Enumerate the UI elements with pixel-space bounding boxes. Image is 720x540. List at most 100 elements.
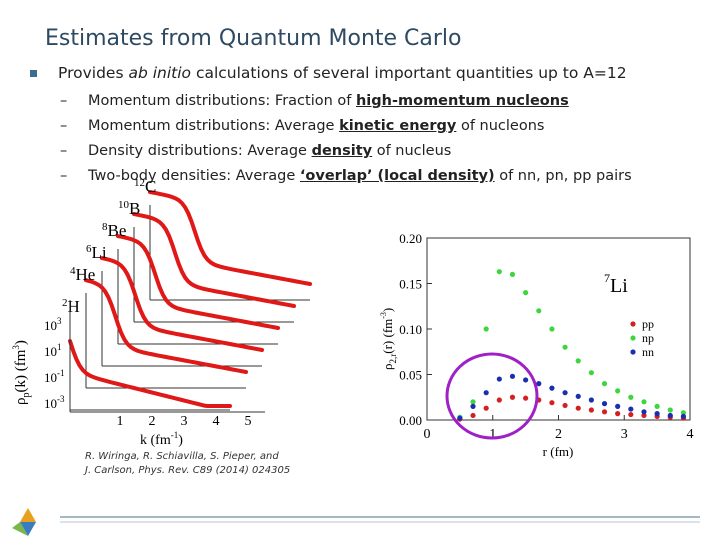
momentum-curve bbox=[68, 339, 232, 408]
sub-item: Momentum distributions: Fraction of high… bbox=[88, 93, 569, 109]
data-point bbox=[641, 409, 647, 415]
data-point bbox=[654, 403, 660, 409]
text-run: (r) (fm bbox=[380, 319, 395, 354]
data-point bbox=[680, 410, 687, 416]
text-run: of nucleus bbox=[372, 143, 452, 159]
text-run: 10 bbox=[118, 199, 130, 211]
data-point bbox=[641, 412, 647, 419]
data-point bbox=[496, 376, 502, 382]
text-run: 10 bbox=[44, 318, 57, 333]
footer bbox=[12, 508, 700, 536]
text-run: calculations of several important quanti… bbox=[191, 64, 627, 82]
text-run: 4 bbox=[70, 265, 76, 277]
text-run: Momentum distributions: Fraction of bbox=[88, 93, 356, 109]
legend-marker bbox=[630, 321, 636, 327]
nucleus-label: 8Be bbox=[102, 221, 126, 240]
sub-item: Density distributions: Average density o… bbox=[88, 143, 451, 159]
text-run: 3 bbox=[57, 316, 62, 326]
data-point bbox=[470, 399, 476, 405]
text-run: 10 bbox=[44, 396, 57, 411]
text-run: 10 bbox=[44, 370, 57, 385]
data-point bbox=[496, 397, 502, 403]
data-point bbox=[575, 393, 581, 399]
text-run: ) bbox=[178, 433, 183, 448]
y-tick-label: 0.00 bbox=[399, 413, 422, 428]
y-tick-label: 0.20 bbox=[399, 231, 422, 246]
text-run: high-momentum nucleons bbox=[355, 93, 569, 109]
momentum-curve bbox=[100, 256, 264, 352]
data-point bbox=[562, 344, 568, 350]
data-point bbox=[496, 269, 502, 275]
text-run: C bbox=[145, 177, 156, 196]
data-point bbox=[549, 326, 555, 332]
text-run: kinetic energy bbox=[339, 118, 457, 134]
y-tick-label: 0.05 bbox=[399, 368, 422, 383]
legend-label: nn bbox=[642, 345, 654, 359]
legend-marker bbox=[630, 335, 636, 341]
text-run: Momentum distributions: Average bbox=[88, 118, 340, 134]
nucleus-label: 12C bbox=[134, 177, 156, 196]
text-run: 2,r bbox=[388, 354, 398, 364]
text-run: H bbox=[68, 297, 80, 316]
y-tick-label: 101 bbox=[44, 342, 62, 359]
data-point bbox=[536, 381, 542, 387]
bullet-text: Provides ab initio calculations of sever… bbox=[58, 64, 627, 82]
x-tick-label: 1 bbox=[117, 414, 124, 429]
text-run: ) bbox=[13, 340, 29, 345]
text-run: Provides bbox=[58, 64, 129, 82]
text-run: ‘overlap’ (local density) bbox=[299, 168, 495, 184]
data-point bbox=[654, 411, 660, 417]
momentum-curve bbox=[84, 278, 248, 374]
text-run: ρ bbox=[13, 398, 29, 406]
bullet-marker bbox=[30, 70, 37, 77]
data-point bbox=[549, 400, 555, 406]
data-point bbox=[588, 397, 594, 403]
data-point bbox=[483, 390, 489, 396]
text-run: 6 bbox=[86, 243, 92, 255]
text-run: J. Carlson, Phys. Rev. C89 (2014) 024305 bbox=[85, 465, 291, 476]
citation: R. Wiringa, R. Schiavilla, S. Pieper, an… bbox=[85, 450, 290, 478]
dash: – bbox=[60, 93, 68, 109]
text-run: -3 bbox=[57, 394, 65, 404]
legend-label: pp bbox=[642, 317, 654, 331]
nucleus-label: 7Li bbox=[604, 271, 628, 297]
data-point bbox=[509, 373, 516, 379]
sub-item: Momentum distributions: Average kinetic … bbox=[88, 118, 544, 134]
text-run: p bbox=[21, 393, 32, 398]
data-point bbox=[615, 411, 621, 417]
y-tick-label: 0.15 bbox=[399, 277, 422, 292]
momentum-curve bbox=[116, 234, 280, 330]
nucleus-label: 2H bbox=[62, 297, 80, 316]
data-point bbox=[601, 409, 608, 415]
data-point bbox=[523, 377, 529, 383]
data-point bbox=[536, 308, 542, 314]
highlight-circle bbox=[445, 352, 539, 440]
data-point bbox=[601, 381, 608, 387]
data-point bbox=[549, 385, 555, 391]
data-point bbox=[457, 415, 463, 421]
y-tick-label: 10-1 bbox=[44, 368, 65, 385]
y-tick-label: 10-3 bbox=[44, 394, 65, 411]
text-run: B bbox=[129, 199, 140, 218]
text-run: Be bbox=[108, 221, 127, 240]
text-run: -1 bbox=[171, 430, 179, 440]
data-point bbox=[615, 403, 621, 409]
y-tick-label: 103 bbox=[44, 316, 62, 333]
data-point bbox=[615, 388, 621, 394]
y-tick-label: 0.10 bbox=[399, 322, 422, 337]
momentum-curve bbox=[132, 212, 296, 308]
x-tick-label: 2 bbox=[555, 427, 562, 442]
x-tick-label: 4 bbox=[687, 427, 694, 442]
text-run: (k) (fm bbox=[13, 349, 29, 392]
nucleus-label: 4He bbox=[70, 265, 95, 284]
data-point bbox=[601, 401, 608, 407]
data-point bbox=[588, 370, 594, 376]
slide-title: Estimates from Quantum Monte Carlo bbox=[45, 26, 462, 51]
text-run: 7 bbox=[604, 271, 610, 285]
x-axis-label: r (fm) bbox=[543, 444, 574, 459]
dash: – bbox=[60, 168, 68, 184]
text-run: k (fm bbox=[140, 433, 171, 448]
momentum-curve bbox=[148, 190, 312, 286]
text-run: 12 bbox=[134, 177, 145, 189]
